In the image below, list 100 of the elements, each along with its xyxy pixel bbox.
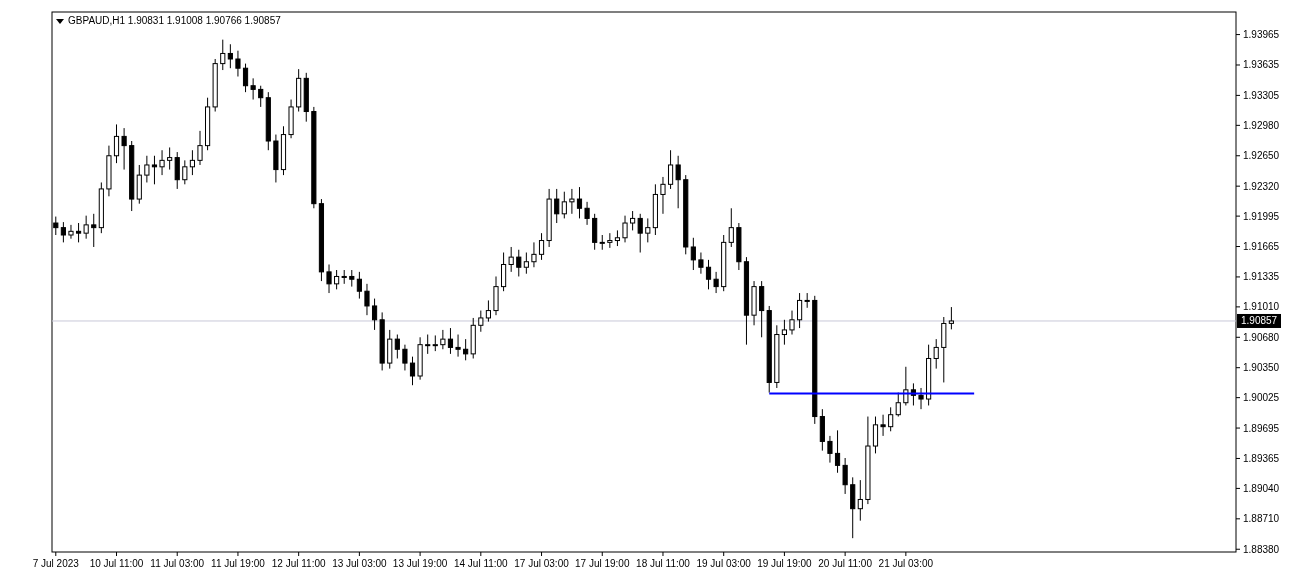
- x-tick-label: 21 Jul 03:00: [878, 558, 934, 569]
- candlestick: [220, 39, 226, 71]
- candlestick: [948, 306, 954, 330]
- y-tick-label: 1.93965: [1243, 29, 1280, 41]
- y-tick-label: 1.89040: [1243, 482, 1280, 494]
- candlestick: [759, 280, 765, 338]
- candlestick: [516, 249, 522, 277]
- candlestick: [493, 275, 499, 316]
- x-tick-label: 13 Jul 03:00: [332, 558, 388, 569]
- candlestick: [447, 327, 454, 355]
- x-tick-label: 12 Jul 11:00: [271, 558, 326, 569]
- candlestick: [880, 414, 886, 437]
- candlestick: [523, 252, 529, 275]
- candlestick: [508, 246, 514, 273]
- candlestick: [705, 259, 712, 290]
- candlestick: [425, 334, 431, 355]
- candlestick: [789, 310, 795, 336]
- candlestick: [630, 210, 636, 231]
- candlestick: [174, 151, 180, 190]
- candlestick: [554, 188, 560, 224]
- candlestick: [189, 149, 195, 176]
- y-tick-label: 1.90025: [1243, 392, 1280, 404]
- y-tick-label: 1.89365: [1243, 452, 1280, 464]
- ref-line-label: 1.90857: [1241, 315, 1278, 327]
- y-tick-label: 1.93305: [1243, 89, 1280, 101]
- candlestick: [698, 252, 704, 275]
- candlestick: [888, 406, 894, 432]
- candlestick: [182, 159, 188, 185]
- y-tick-label: 1.88710: [1243, 513, 1280, 525]
- y-tick-label: 1.92980: [1243, 119, 1280, 131]
- candlestick: [364, 283, 370, 316]
- candlestick: [660, 176, 666, 215]
- y-tick-label: 1.91665: [1243, 241, 1280, 253]
- candlestick: [113, 123, 120, 164]
- candlestick: [409, 356, 416, 386]
- candlestick: [637, 213, 643, 254]
- y-tick-label: 1.88380: [1243, 543, 1280, 555]
- candlestick: [501, 252, 507, 292]
- candlestick: [872, 416, 879, 454]
- candlestick: [60, 221, 66, 243]
- candlestick: [167, 146, 173, 171]
- candlestick: [857, 479, 863, 522]
- candlestick: [903, 366, 909, 406]
- candlestick: [334, 269, 340, 290]
- candlestick: [592, 213, 598, 251]
- x-tick-label: 11 Jul 19:00: [211, 558, 266, 569]
- candlestick: [933, 338, 939, 370]
- candlestick: [356, 271, 362, 300]
- y-tick-label: 1.92320: [1243, 180, 1280, 192]
- candlestick: [713, 271, 719, 294]
- candlestick: [250, 77, 256, 101]
- candlestick: [68, 224, 74, 240]
- y-tick-label: 1.91335: [1243, 271, 1280, 283]
- candlestick: [326, 263, 332, 294]
- y-tick-label: 1.91995: [1243, 210, 1280, 222]
- candlestick: [455, 334, 461, 358]
- y-tick-label: 1.90350: [1243, 362, 1280, 374]
- candlestick: [197, 130, 203, 166]
- y-tick-label: 1.93635: [1243, 59, 1280, 71]
- y-tick-label: 1.91010: [1243, 301, 1280, 313]
- x-tick-label: 14 Jul 11:00: [453, 558, 509, 569]
- candlestick: [387, 329, 393, 370]
- candlestick: [136, 164, 142, 205]
- candlestick: [371, 298, 378, 331]
- candlestick: [622, 215, 628, 243]
- candlestick: [561, 191, 567, 219]
- y-tick-label: 1.92650: [1243, 150, 1280, 162]
- candlestick: [576, 186, 583, 219]
- candlestick: [440, 329, 446, 350]
- x-tick-label: 17 Jul 03:00: [514, 558, 570, 569]
- x-tick-label: 13 Jul 19:00: [392, 558, 448, 569]
- candlestick: [235, 50, 241, 78]
- candlestick: [584, 201, 590, 226]
- candlestick: [91, 213, 97, 248]
- candlestick: [478, 310, 484, 333]
- x-tick-label: 10 Jul 11:00: [89, 558, 144, 569]
- candlestick: [531, 241, 537, 268]
- candlestick: [402, 344, 408, 371]
- candlestick: [242, 63, 249, 93]
- candlestick: [394, 334, 400, 359]
- candlestick: [827, 435, 833, 464]
- candlestick: [159, 149, 165, 176]
- candlestick: [227, 43, 233, 69]
- candlestick: [781, 319, 787, 346]
- candlestick: [569, 188, 575, 215]
- candlestick: [728, 207, 734, 248]
- candlestick: [144, 155, 150, 183]
- candlestick: [538, 232, 545, 261]
- x-tick-label: 19 Jul 03:00: [696, 558, 752, 569]
- candlestick: [463, 338, 469, 361]
- candlestick: [850, 476, 856, 539]
- candlestick: [797, 292, 803, 329]
- chart-title: GBPAUD,H1 1.90831 1.91008 1.90766 1.90857: [68, 15, 282, 26]
- candlestick: [151, 155, 158, 185]
- candlestick: [842, 457, 848, 495]
- y-tick-label: 1.89695: [1243, 422, 1280, 434]
- candlestick: [675, 155, 681, 209]
- y-tick-label: 1.90680: [1243, 331, 1280, 343]
- x-tick-label: 7 Jul 2023: [32, 558, 80, 569]
- candlestick: [941, 316, 947, 383]
